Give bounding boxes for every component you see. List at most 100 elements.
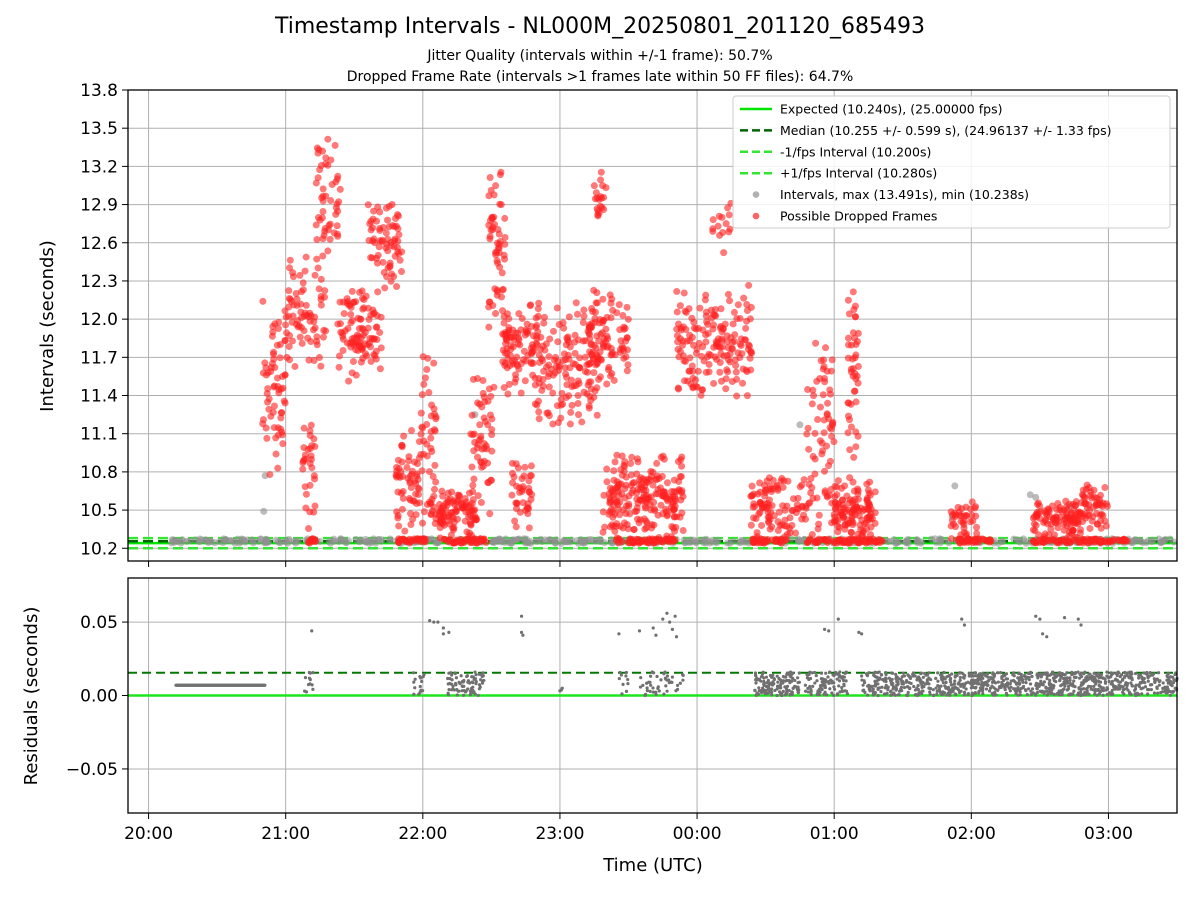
dropped-frame-point [519, 483, 527, 491]
residual-point [670, 675, 675, 679]
dropped-frame-point [972, 512, 980, 520]
residual-point [890, 682, 894, 687]
top-y-tick-label: 10.2 [80, 539, 118, 559]
dropped-frame-point [616, 498, 624, 506]
dropped-frame-point [834, 528, 842, 536]
dropped-frame-point [710, 379, 718, 387]
dropped-frame-point [317, 161, 325, 169]
residual-point [1159, 690, 1163, 695]
dropped-frame-point [268, 360, 276, 368]
dropped-frame-point [842, 537, 850, 545]
dropped-frame-point [636, 496, 644, 504]
dropped-frame-point [540, 319, 548, 327]
residual-point [970, 674, 974, 678]
interval-point [368, 538, 376, 546]
dropped-frame-point [563, 381, 571, 389]
dropped-frame-point [1088, 517, 1096, 525]
dropped-frame-point [394, 211, 402, 219]
dropped-frame-point [420, 508, 428, 516]
residual-point [1136, 692, 1141, 696]
dropped-frame-point [823, 493, 831, 501]
dropped-frame-point [1054, 524, 1062, 532]
dropped-frame-point [546, 335, 554, 343]
residual-point [771, 673, 775, 677]
dropped-frame-point [828, 432, 836, 440]
dropped-frame-point [674, 338, 682, 346]
dropped-frame-point [569, 360, 577, 368]
dropped-frame-point [848, 341, 856, 349]
dropped-frame-point [576, 354, 584, 362]
residual-point [1062, 681, 1066, 686]
residual-point [1017, 682, 1022, 686]
dropped-frame-point [752, 515, 760, 523]
residual-point [1169, 683, 1173, 687]
dropped-frame-point [273, 341, 281, 349]
residual-point [1093, 692, 1097, 696]
dropped-frame-point [733, 392, 741, 400]
residual-point [934, 676, 938, 680]
dropped-frame-point [535, 351, 543, 359]
residual-point [1085, 689, 1089, 693]
dropped-frame-point [407, 484, 415, 492]
dropped-frame-point [504, 390, 512, 398]
residual-point [665, 674, 670, 678]
dropped-frame-point [314, 214, 322, 222]
dropped-frame-point [572, 299, 580, 307]
residual-point [1041, 683, 1045, 687]
dropped-frame-point [788, 506, 796, 514]
residual-point [778, 678, 783, 682]
residual-point [915, 678, 919, 682]
dropped-frame-point [545, 353, 553, 361]
dropped-frame-point [642, 498, 650, 506]
residual-point [932, 693, 936, 697]
residual-point [617, 676, 621, 681]
dropped-frame-point [796, 483, 804, 491]
residual-point [412, 680, 416, 684]
dropped-frame-point [803, 539, 811, 547]
dropped-frame-point [736, 340, 744, 348]
dropped-frame-point [485, 479, 493, 487]
dropped-frame-point [264, 385, 272, 393]
dropped-frame-point [1068, 530, 1076, 538]
dropped-frame-point [281, 337, 289, 345]
dropped-frame-point [864, 500, 872, 508]
dropped-frame-point [1085, 511, 1093, 519]
dropped-frame-point [299, 459, 307, 467]
dropped-frame-point [394, 237, 402, 245]
dropped-frame-point [623, 346, 631, 354]
residual-point [1005, 677, 1010, 681]
dropped-frame-point [851, 511, 859, 519]
dropped-frame-point [348, 317, 356, 325]
dropped-frame-point [621, 463, 629, 471]
residual-point [787, 688, 791, 693]
dropped-frame-point [831, 493, 839, 501]
residual-point [828, 687, 832, 691]
dropped-frame-point [846, 496, 854, 504]
residual-point [413, 686, 417, 690]
dropped-frame-point [432, 478, 440, 486]
residual-point [867, 671, 871, 675]
dropped-frame-point [539, 376, 547, 384]
residual-point [881, 677, 885, 682]
interval-point [495, 535, 503, 543]
dropped-frame-point [593, 384, 601, 392]
dropped-frame-point [642, 476, 650, 484]
dropped-frame-point [394, 225, 402, 233]
dropped-frame-point [400, 536, 408, 544]
dropped-frame-point [863, 480, 871, 488]
legend-label: Intervals, max (13.491s), min (10.238s) [780, 187, 1029, 202]
dropped-frame-point [850, 453, 858, 461]
bottom-panel-y-axis-label: Residuals (seconds) [21, 607, 42, 786]
residual-point [668, 620, 672, 624]
dropped-frame-point [506, 352, 514, 360]
dropped-frame-point [539, 357, 547, 365]
dropped-frame-point [1030, 537, 1038, 545]
residual-point [1027, 678, 1031, 682]
residual-point [797, 671, 801, 675]
residual-point [459, 674, 463, 678]
dropped-frame-point [754, 490, 762, 498]
residual-point [941, 681, 945, 685]
dropped-frame-point [489, 214, 497, 222]
dropped-frame-point [702, 368, 710, 376]
dropped-frame-point [603, 465, 611, 473]
